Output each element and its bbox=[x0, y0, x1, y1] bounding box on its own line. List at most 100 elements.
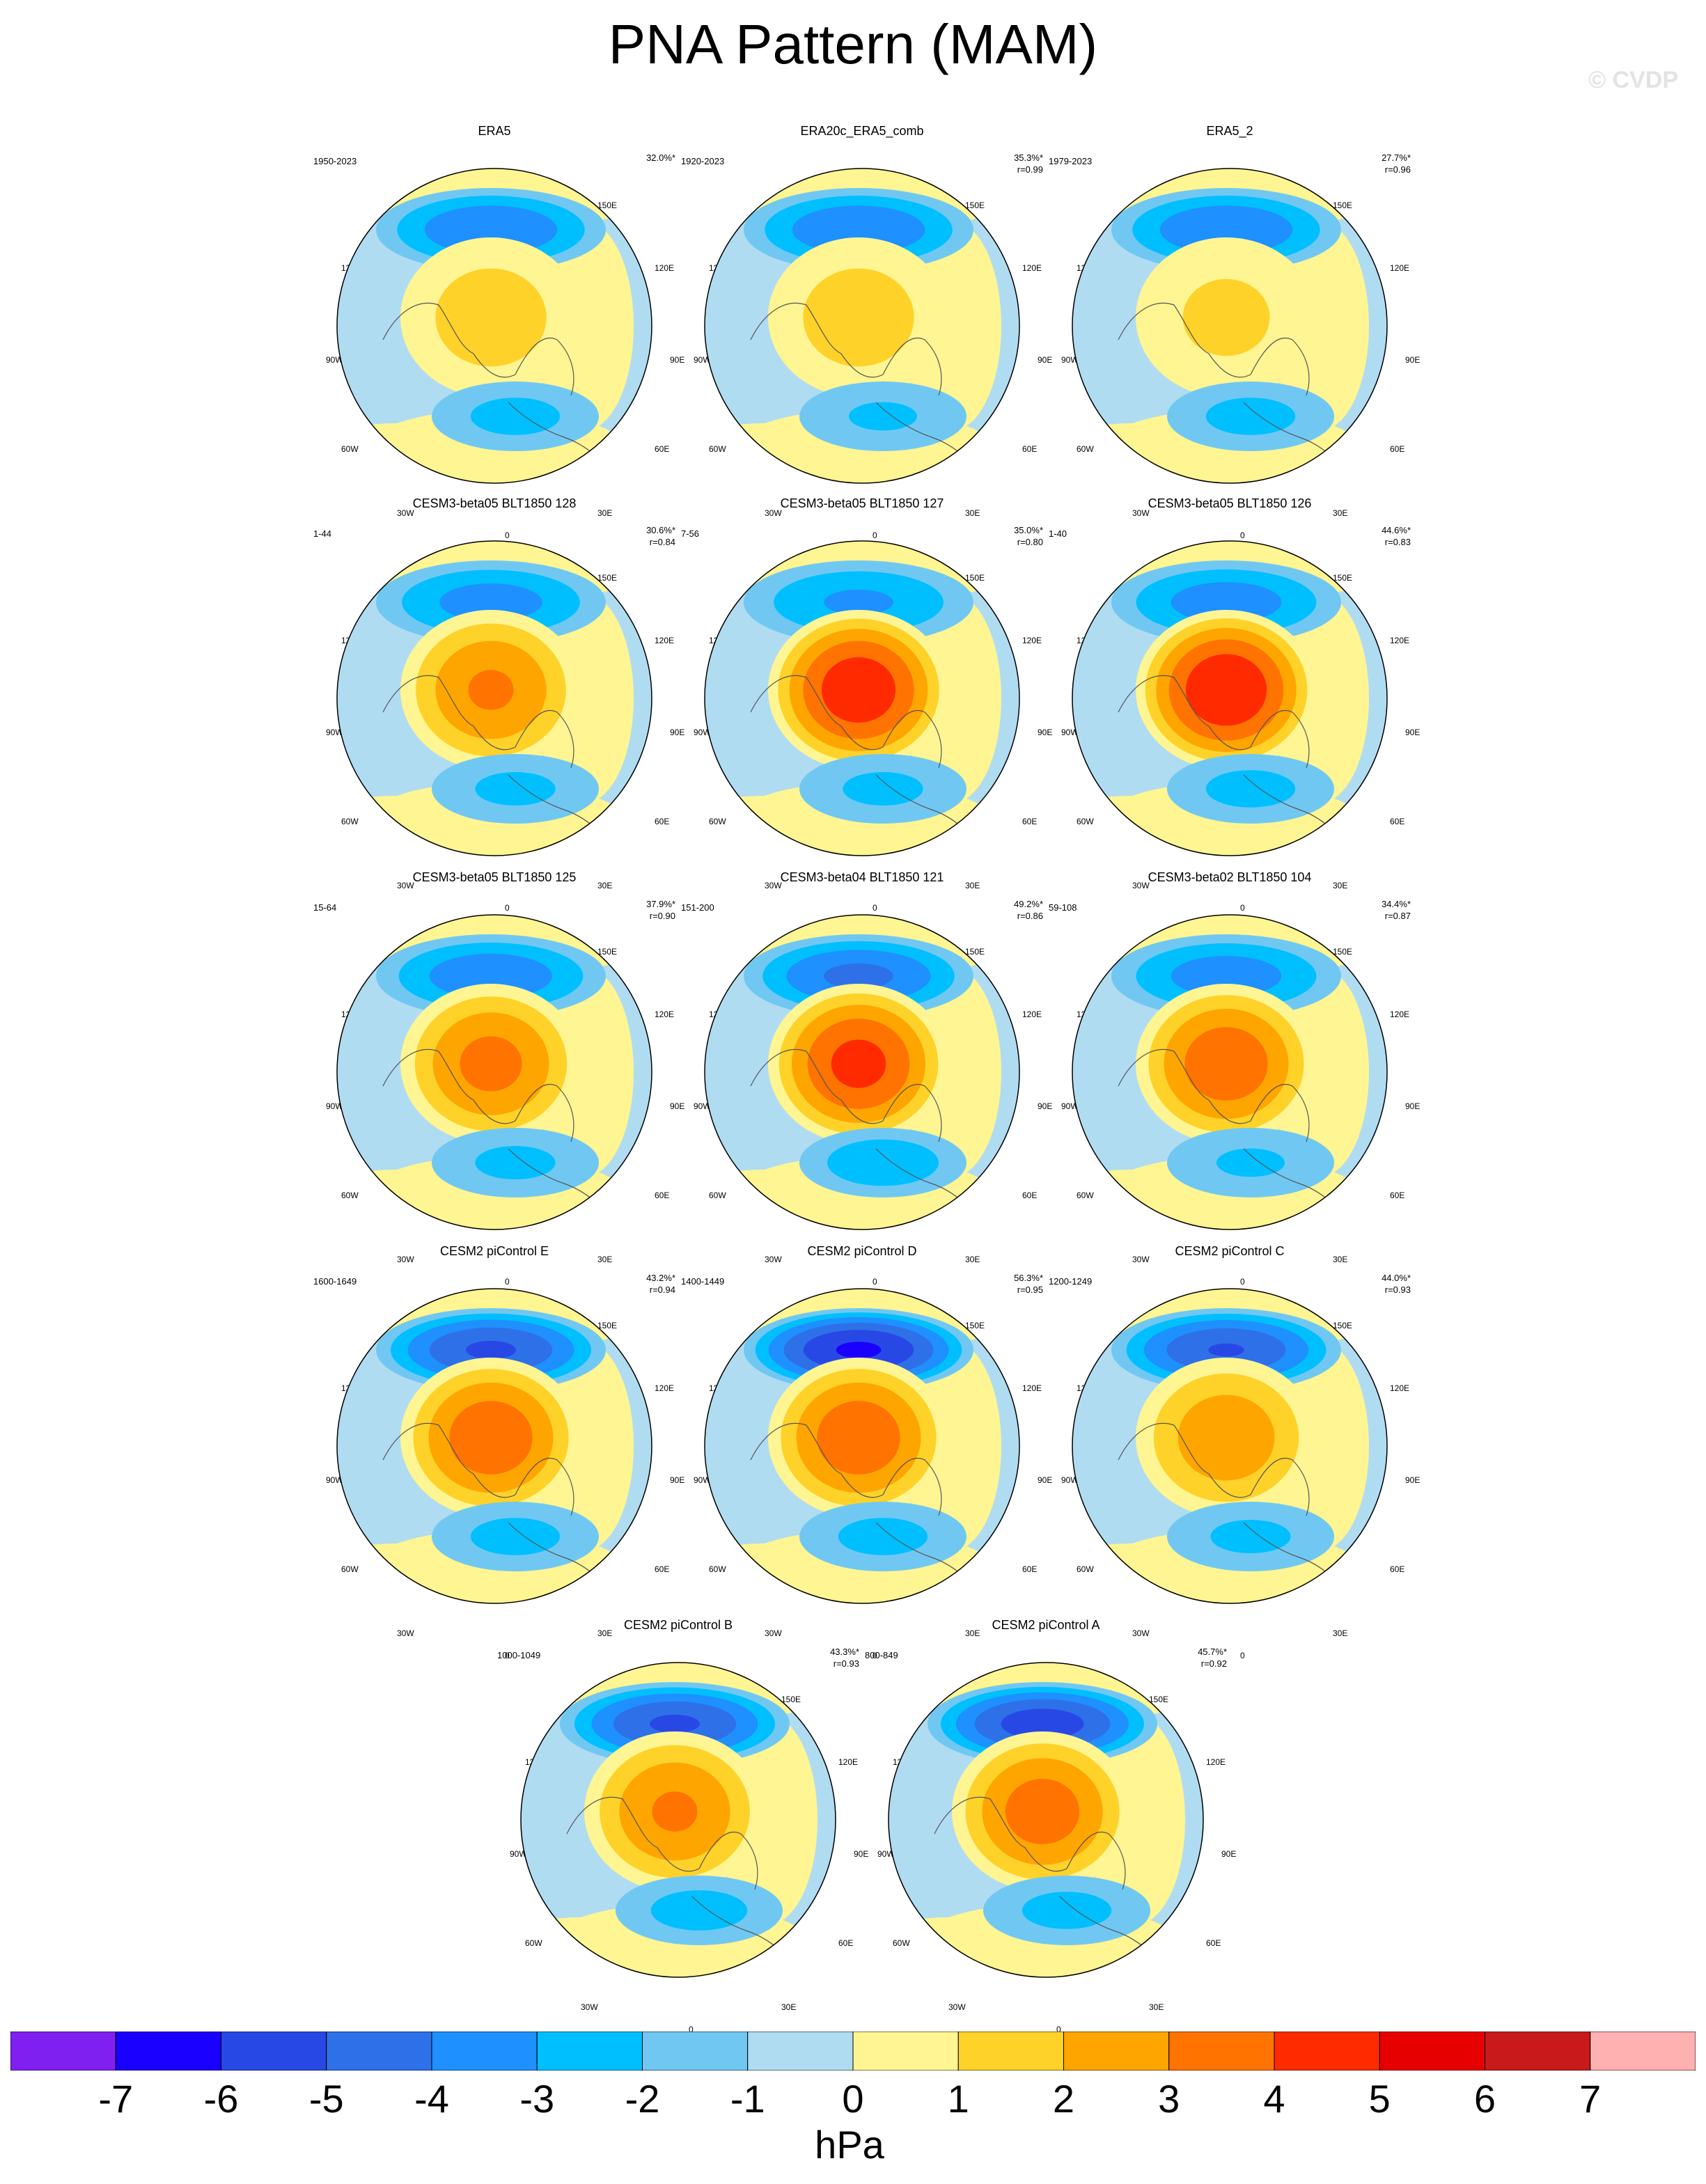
longitude-label: 90E bbox=[670, 728, 685, 737]
longitude-label: 0 bbox=[505, 1277, 510, 1287]
longitude-label: 0 bbox=[505, 903, 510, 913]
map-panel: ERA5_21979-202327.7%*r=0.96180150W150E12… bbox=[1049, 124, 1420, 540]
longitude-label: 60W bbox=[1077, 1564, 1094, 1574]
panel-variance: 43.2%* r=0.94 bbox=[646, 1273, 675, 1295]
panel-title: CESM3-beta02 BLT1850 104 bbox=[1148, 870, 1312, 884]
panel-title: ERA20c_ERA5_comb bbox=[800, 124, 924, 138]
longitude-label: 30E bbox=[965, 881, 980, 890]
panel-years: 1979-2023 bbox=[1049, 156, 1093, 166]
colorbar-tick-label: -7 bbox=[98, 2077, 134, 2121]
longitude-label: 60E bbox=[1022, 444, 1038, 454]
longitude-label: 30W bbox=[1132, 881, 1150, 890]
longitude-label: 60W bbox=[1077, 817, 1094, 826]
colorbar-swatch bbox=[1485, 2032, 1591, 2071]
colorbar-swatch bbox=[852, 2032, 959, 2071]
longitude-label: 150E bbox=[781, 1695, 801, 1704]
longitude-label: 90W bbox=[1061, 1475, 1079, 1485]
longitude-label: 90W bbox=[694, 1475, 711, 1485]
longitude-label: 30E bbox=[597, 1628, 613, 1638]
colorbar-tick-label: 1 bbox=[947, 2077, 969, 2121]
longitude-label: 150E bbox=[597, 947, 618, 957]
longitude-label: 30E bbox=[965, 1255, 980, 1264]
polar-map bbox=[704, 914, 1020, 1230]
longitude-label: 150E bbox=[1149, 1695, 1169, 1704]
map-panel: ERA51950-202332.0%*180150W150E120W120E90… bbox=[313, 124, 684, 540]
panel-variance: 43.3%* r=0.93 bbox=[830, 1647, 859, 1669]
longitude-label: 90E bbox=[1405, 728, 1421, 737]
longitude-label: 60E bbox=[1022, 1564, 1038, 1574]
longitude-label: 90E bbox=[670, 1101, 685, 1111]
map-panel: CESM3-beta05 BLT1850 128 1-44 30.6%* r=0.84… bbox=[313, 496, 684, 913]
longitude-label: 90W bbox=[326, 1475, 343, 1485]
longitude-label: 60W bbox=[525, 1938, 542, 1948]
map-panel: CESM3-beta04 BLT1850 121 151-200 49.2%* r=0… bbox=[681, 870, 1052, 1287]
panel-title: CESM3-beta05 BLT1850 127 bbox=[780, 496, 944, 510]
longitude-label: 60E bbox=[1390, 444, 1405, 454]
longitude-label: 60E bbox=[1022, 817, 1038, 826]
colorbar-swatch bbox=[326, 2032, 432, 2071]
panel-years: 151-200 bbox=[681, 902, 714, 913]
longitude-label: 60W bbox=[709, 1191, 726, 1200]
longitude-label: 90E bbox=[1405, 1101, 1421, 1111]
longitude-label: 150E bbox=[1333, 947, 1353, 957]
colorbar-swatch bbox=[642, 2032, 749, 2071]
longitude-label: 90W bbox=[1061, 728, 1079, 737]
longitude-label: 30W bbox=[948, 2002, 966, 2012]
map-panel: CESM2 piControl A800-84945.7%*r=0.921801… bbox=[865, 1618, 1236, 2034]
panel-years: 1920-2023 bbox=[681, 156, 725, 166]
longitude-label: 150E bbox=[965, 947, 985, 957]
panel-variance: 30.6%* r=0.84 bbox=[646, 525, 675, 547]
longitude-label: 90W bbox=[326, 728, 343, 737]
map-panel: CESM2 piControl B1000-104943.3%*r=0.9318… bbox=[497, 1618, 868, 2034]
longitude-label: 30E bbox=[1333, 1255, 1348, 1264]
longitude-label: 30E bbox=[965, 508, 980, 518]
longitude-label: 90W bbox=[1061, 1101, 1079, 1111]
panel-variance: 37.9%* r=0.90 bbox=[646, 899, 675, 921]
polar-map bbox=[888, 1662, 1204, 1978]
polar-map bbox=[336, 540, 652, 856]
longitude-label: 0 bbox=[872, 1651, 877, 1660]
page-title: PNA Pattern (MAM) bbox=[608, 13, 1098, 75]
polar-map bbox=[704, 168, 1020, 484]
longitude-label: 120E bbox=[655, 636, 675, 645]
longitude-label: 60E bbox=[838, 1938, 854, 1948]
longitude-label: 30W bbox=[1132, 1255, 1150, 1264]
colorbar-tick-label: -2 bbox=[625, 2077, 660, 2121]
longitude-label: 30W bbox=[765, 1255, 782, 1264]
colorbar-tick-label: 3 bbox=[1158, 2077, 1180, 2121]
colorbar-swatch bbox=[536, 2032, 643, 2071]
panel-years: 800-849 bbox=[865, 1650, 898, 1660]
longitude-label: 30E bbox=[1149, 2002, 1164, 2012]
panel-variance: 27.7%* r=0.96 bbox=[1382, 152, 1411, 175]
longitude-label: 0 bbox=[505, 1651, 510, 1660]
panel-years: 1200-1249 bbox=[1049, 1276, 1093, 1287]
longitude-label: 30W bbox=[1132, 508, 1150, 518]
colorbar bbox=[10, 2032, 1696, 2071]
longitude-label: 120E bbox=[1390, 263, 1410, 273]
polar-map bbox=[336, 1288, 652, 1604]
polar-map bbox=[704, 1288, 1020, 1604]
longitude-label: 120E bbox=[655, 263, 675, 273]
longitude-label: 90W bbox=[326, 1101, 343, 1111]
longitude-label: 0 bbox=[1240, 531, 1245, 540]
longitude-label: 60W bbox=[709, 1564, 726, 1574]
panel-years: 1600-1649 bbox=[313, 1276, 357, 1287]
longitude-label: 90W bbox=[510, 1849, 527, 1859]
longitude-label: 150E bbox=[1333, 1321, 1353, 1330]
panel-variance: 45.7%* r=0.92 bbox=[1198, 1647, 1227, 1669]
panel-variance: 35.3%* r=0.99 bbox=[1014, 152, 1043, 175]
longitude-label: 60E bbox=[655, 817, 670, 826]
longitude-label: 90E bbox=[1038, 1475, 1053, 1485]
polar-map bbox=[336, 168, 652, 484]
longitude-label: 30E bbox=[965, 1628, 980, 1638]
longitude-label: 60W bbox=[1077, 1191, 1094, 1200]
longitude-label: 0 bbox=[1240, 1651, 1245, 1660]
longitude-label: 90E bbox=[670, 355, 685, 365]
colorbar-tick-label: -6 bbox=[203, 2077, 239, 2121]
longitude-label: 0 bbox=[689, 2025, 694, 2034]
longitude-label: 60W bbox=[341, 1191, 359, 1200]
longitude-label: 60E bbox=[1390, 1564, 1405, 1574]
longitude-label: 90E bbox=[1038, 1101, 1053, 1111]
longitude-label: 90E bbox=[1038, 355, 1053, 365]
panel-variance: 34.4%* r=0.87 bbox=[1382, 899, 1411, 921]
